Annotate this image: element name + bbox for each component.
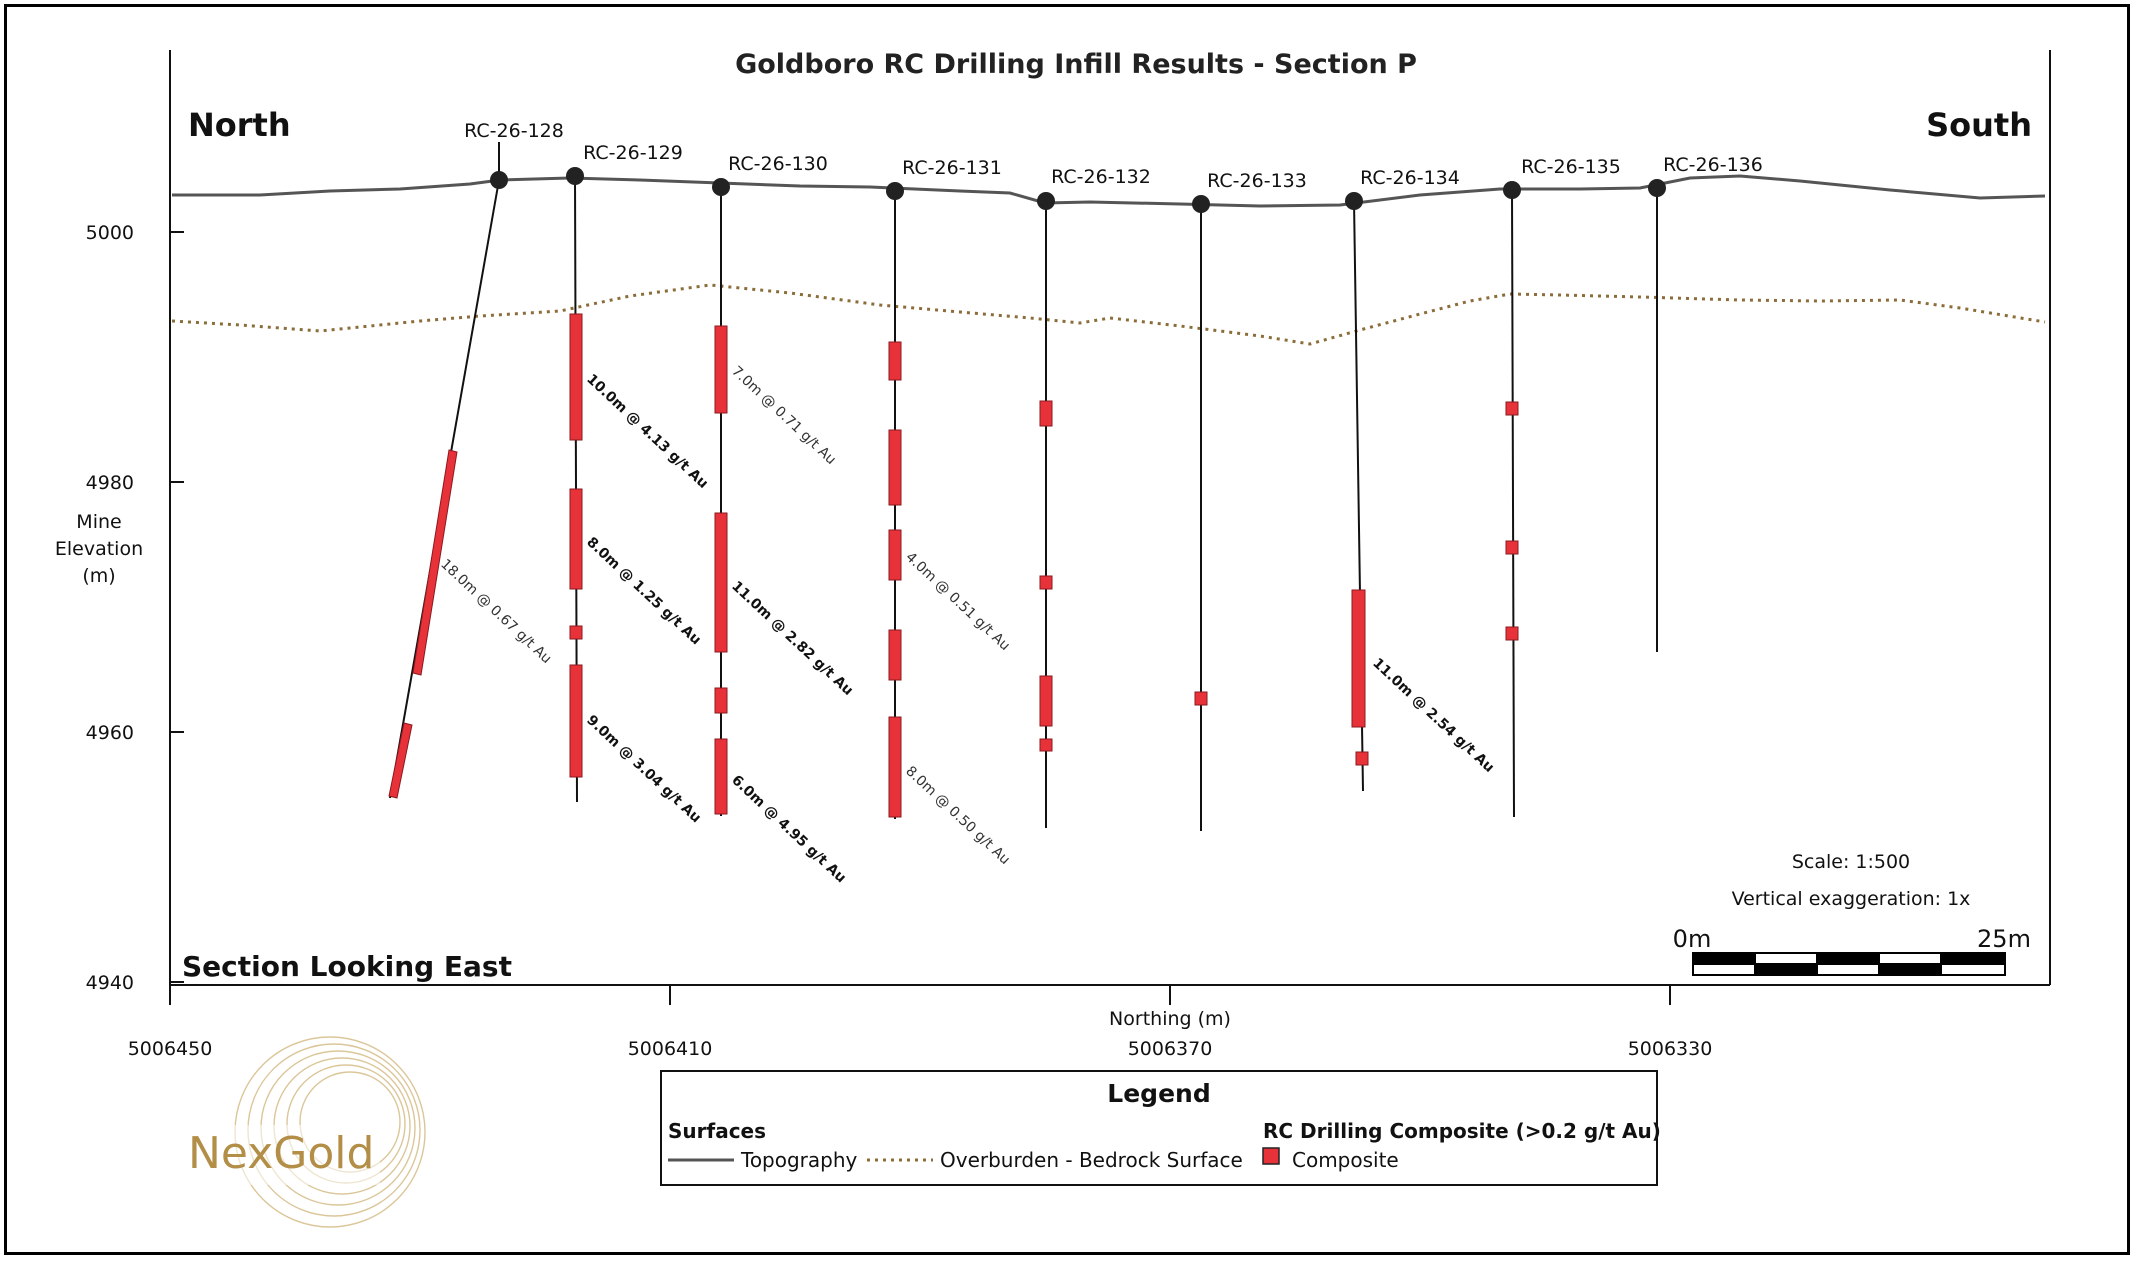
north-label: North [188,106,291,144]
legend-title: Legend [1107,1079,1210,1108]
x-tick-label: 5006450 [128,1038,213,1060]
logo-wordmark: NexGold [188,1128,374,1179]
y-axis-label-line: Mine [76,511,121,533]
y-tick-label: 4960 [86,722,134,744]
interval-label: 9.0m @ 3.04 g/t Au [583,712,704,826]
y-axis-label-line: Elevation [55,538,143,560]
y-axis-label-line: (m) [82,565,115,587]
legend-topography-label: Topography [740,1148,858,1172]
nexgold-logo: NexGold [180,1036,426,1228]
y-tick-marks [170,231,184,983]
legend-box [660,1070,1658,1186]
hole-label-rc-26-131: RC-26-131 [902,157,1002,179]
hole-label-rc-26-136: RC-26-136 [1663,154,1763,176]
interval-label: 18.0m @ 0.67 g/t Au [437,556,554,667]
interval-label: 10.0m @ 4.13 g/t Au [583,371,711,492]
x-tick-label: 5006330 [1628,1038,1713,1060]
y-tick-label: 5000 [86,222,134,244]
vertical-exaggeration-text: Vertical exaggeration: 1x [1732,888,1971,910]
interval-label: 11.0m @ 2.82 g/t Au [728,578,856,699]
y-tick-label: 4940 [86,972,134,994]
composite-intervals [388,313,1519,818]
x-tick-marks [169,985,1671,1005]
figure-frame [4,4,2130,1255]
overburden-bedrock-line [171,283,2046,346]
hole-label-rc-26-134: RC-26-134 [1360,167,1460,189]
legend-surfaces-heading: Surfaces [668,1119,766,1143]
hole-label-rc-26-133: RC-26-133 [1207,170,1307,192]
y-tick-label: 4980 [86,472,134,494]
interval-label: 11.0m @ 2.54 g/t Au [1369,655,1497,776]
scale-bar [1692,952,2006,976]
scale-text: Scale: 1:500 [1792,851,1910,873]
hole-label-rc-26-129: RC-26-129 [583,142,683,164]
diagram-title: Goldboro RC Drilling Infill Results - Se… [735,49,1417,80]
hole-label-rc-26-130: RC-26-130 [728,153,828,175]
x-axis-label: Northing (m) [1109,1008,1231,1030]
scale-bar-end-label: 25m [1977,925,2031,953]
interval-label: 7.0m @ 0.71 g/t Au [728,363,839,468]
scale-bar-start-label: 0m [1673,925,1712,953]
hole-label-rc-26-128: RC-26-128 [464,120,564,142]
interval-label: 8.0m @ 0.50 g/t Au [902,763,1013,868]
x-tick-label: 5006410 [628,1038,713,1060]
drill-hole-collars [490,167,1666,213]
interval-label: 8.0m @ 1.25 g/t Au [583,534,704,648]
south-label: South [1926,106,2032,144]
hole-label-rc-26-135: RC-26-135 [1521,156,1621,178]
legend-composite-heading: RC Drilling Composite (>0.2 g/t Au) [1263,1119,1661,1143]
topography-line [172,174,2046,208]
section-view-label: Section Looking East [182,950,512,983]
interval-label: 6.0m @ 4.95 g/t Au [728,772,849,886]
interval-label: 4.0m @ 0.51 g/t Au [902,549,1013,654]
legend-composite-swatch [1262,1147,1280,1165]
legend-overburden-label: Overburden - Bedrock Surface [940,1148,1243,1172]
x-tick-label: 5006370 [1128,1038,1213,1060]
legend-composite-label: Composite [1292,1148,1399,1172]
hole-label-rc-26-132: RC-26-132 [1051,166,1151,188]
